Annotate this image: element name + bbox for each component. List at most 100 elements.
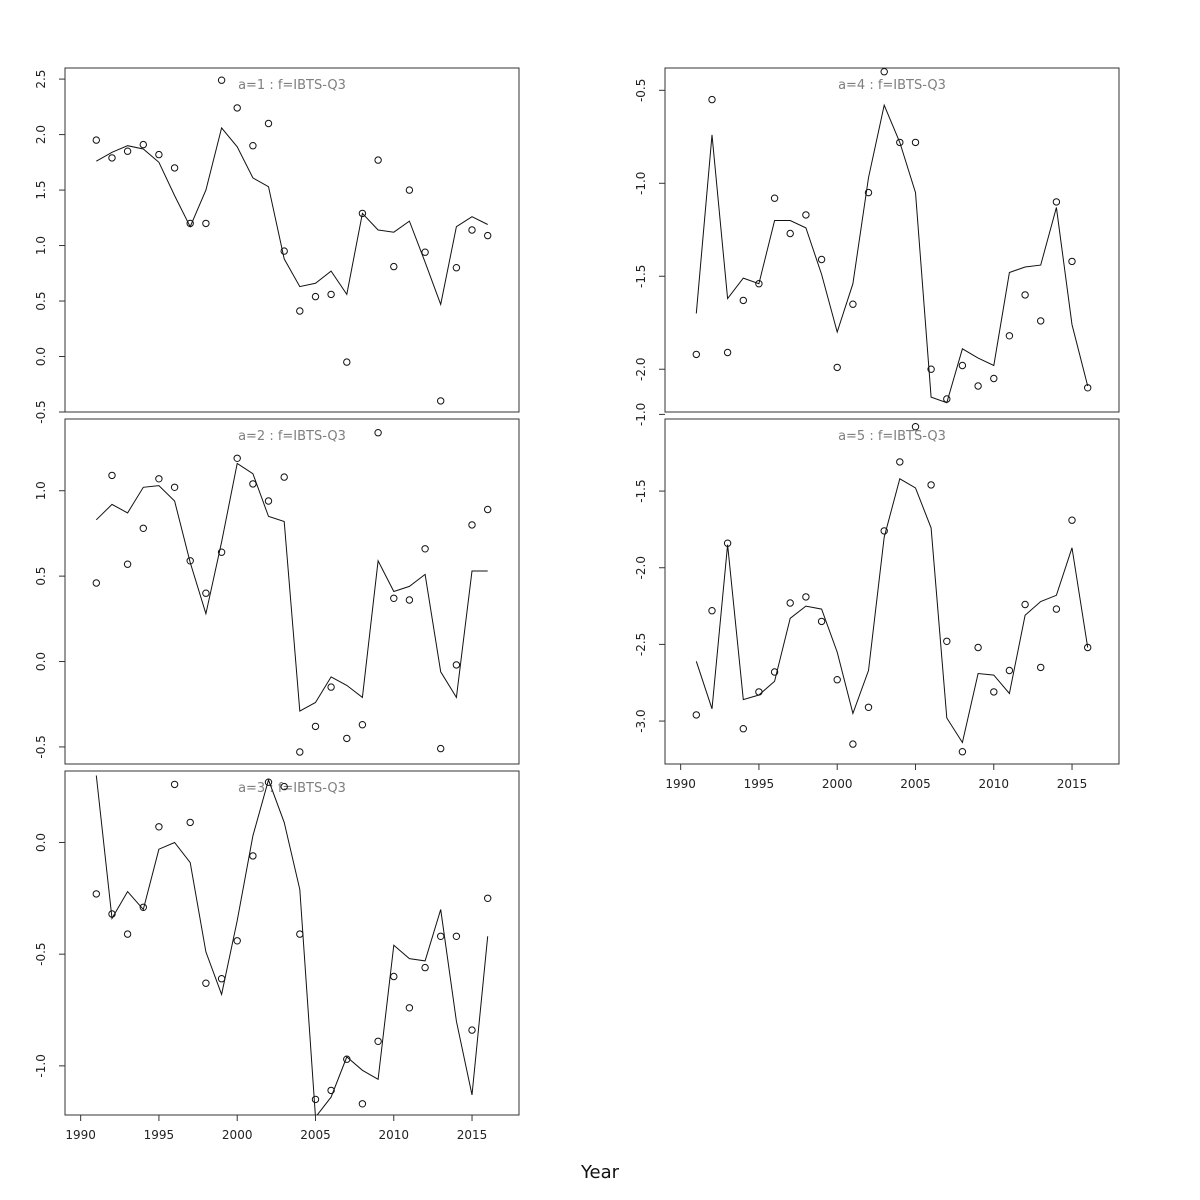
observed-point (421, 963, 429, 972)
x-tick-label: 2010 (378, 1128, 409, 1142)
observed-point (484, 505, 492, 514)
observed-point (484, 894, 492, 902)
observed-point (155, 823, 163, 831)
y-tick-label: -2.0 (634, 556, 648, 579)
observed-point (405, 1004, 414, 1012)
observed-point (358, 1100, 367, 1108)
y-tick-label: -2.0 (634, 358, 648, 381)
observed-point (1037, 663, 1045, 672)
observed-point (217, 548, 226, 556)
observed-point (233, 104, 241, 112)
observed-point (280, 473, 288, 481)
observed-point (849, 300, 857, 308)
observed-point (974, 643, 982, 652)
observed-point (755, 280, 763, 288)
y-tick-label: -2.5 (634, 633, 648, 656)
x-tick-label: 2005 (300, 1128, 331, 1142)
observed-point (943, 637, 951, 645)
observed-point (1021, 600, 1029, 609)
panel-2: a=2 : f=IBTS-Q3 -0.5 0.0 0.5 1.0 (34, 418, 520, 765)
observed-point (1052, 198, 1061, 206)
observed-point (264, 497, 273, 505)
observed-point (786, 599, 794, 607)
observed-point (723, 348, 732, 357)
observed-point (390, 262, 398, 271)
observed-point (468, 521, 476, 529)
observed-point (1021, 291, 1029, 299)
fitted-line (96, 126, 488, 307)
observed-point (280, 247, 288, 255)
observed-point (139, 524, 148, 532)
observed-point (437, 397, 445, 405)
panel-frame (664, 418, 1120, 765)
observed-point (249, 480, 257, 488)
panel-title: a=5 : f=IBTS-Q3 (838, 429, 946, 444)
observed-point (202, 589, 210, 597)
observed-point (896, 138, 904, 147)
observed-point (927, 365, 935, 373)
x-axis-title: Year (580, 1162, 620, 1183)
observed-point (170, 780, 179, 789)
observed-point (296, 748, 304, 756)
observed-point (880, 68, 888, 76)
observed-point (468, 1026, 476, 1034)
x-tick-label: 2000 (822, 777, 853, 791)
observed-point (343, 358, 351, 366)
observed-point (264, 119, 273, 128)
panel-frame (664, 67, 1120, 413)
observed-point (802, 211, 810, 219)
x-tick-label: 2000 (222, 1128, 253, 1142)
panel-5: a=5 : f=IBTS-Q3 -3.0 -2.5 -2.0 -1.5 -1.0 1990 1… (634, 403, 1120, 791)
observed-point (405, 596, 414, 604)
observed-point (327, 290, 335, 299)
observed-point (374, 429, 382, 437)
observed-point (217, 975, 226, 983)
x-tick-label: 1995 (144, 1128, 175, 1142)
observed-point (468, 226, 476, 234)
y-tick-label: 0.0 (34, 347, 48, 366)
observed-point (755, 688, 763, 696)
observed-point (927, 481, 935, 489)
observed-point (1068, 516, 1076, 524)
observed-point (452, 932, 461, 940)
y-tick-label: 1.0 (34, 481, 48, 500)
observed-point (786, 229, 794, 238)
observed-point (405, 186, 414, 194)
observed-point (708, 95, 716, 104)
observed-point (911, 423, 920, 431)
x-tick-label: 2010 (978, 777, 1009, 791)
observed-point (1005, 332, 1014, 340)
observed-point (108, 471, 116, 480)
panel-title: a=2 : f=IBTS-Q3 (238, 429, 346, 444)
y-tick-label: 0.5 (34, 291, 48, 310)
fitted-line (695, 478, 1089, 744)
observed-point (974, 382, 982, 390)
x-tick-label: 1990 (65, 1128, 96, 1142)
y-tick-label: 0.0 (34, 652, 48, 671)
observed-point (880, 527, 888, 535)
observed-point (123, 147, 132, 155)
observed-point (155, 150, 163, 159)
y-tick-label: -0.5 (34, 942, 48, 965)
observed-point (770, 194, 779, 202)
observed-point (484, 231, 492, 240)
observed-point (92, 890, 101, 898)
x-tick-label: 2015 (457, 1128, 488, 1142)
observed-point (343, 734, 351, 743)
observed-point (202, 979, 210, 987)
observed-point (990, 374, 998, 383)
y-tick-label: -1.5 (634, 265, 648, 288)
fitted-line (695, 103, 1089, 404)
observed-point (311, 722, 320, 731)
observed-point (280, 782, 288, 791)
observed-point (833, 676, 841, 684)
observed-point (390, 594, 398, 602)
observed-point (249, 852, 257, 860)
observed-point (833, 363, 841, 372)
observed-point (217, 76, 226, 84)
observed-point (155, 475, 163, 483)
observed-point (123, 930, 132, 938)
fitted-line (95, 462, 488, 712)
y-tick-label: -3.0 (634, 709, 648, 732)
